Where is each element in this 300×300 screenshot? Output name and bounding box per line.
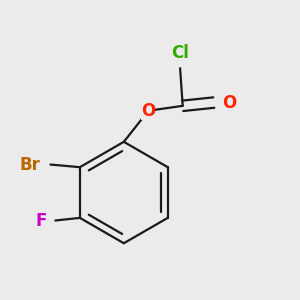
Text: Br: Br bbox=[20, 156, 41, 174]
Text: O: O bbox=[222, 94, 236, 112]
Text: O: O bbox=[141, 102, 155, 120]
Text: Cl: Cl bbox=[171, 44, 189, 62]
Text: F: F bbox=[36, 212, 47, 230]
